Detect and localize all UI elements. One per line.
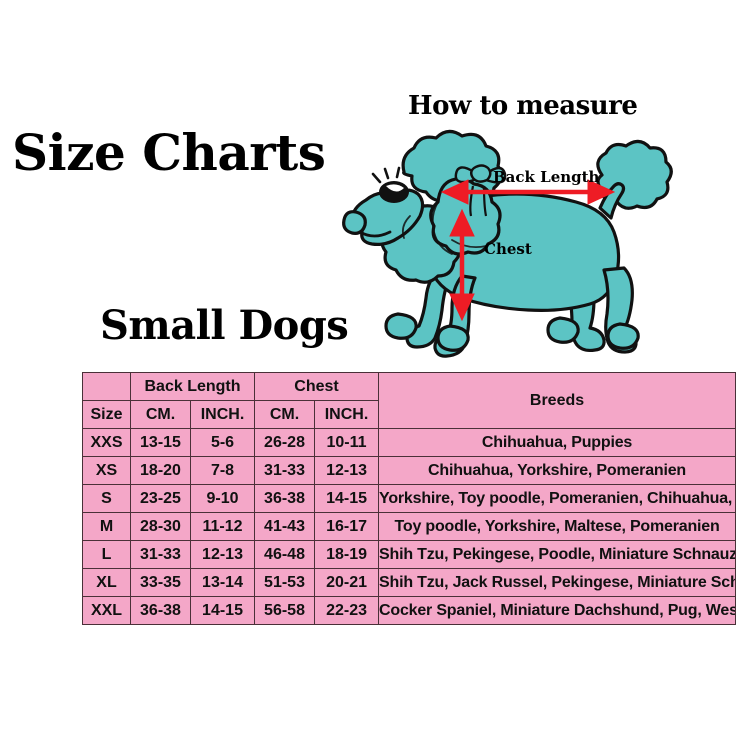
- cell-breeds: Chihuahua, Puppies: [378, 428, 736, 457]
- cell-size: XXL: [82, 596, 131, 625]
- table-row: XXS 13-15 5-6 26-28 10-11 Chihuahua, Puppies: [82, 428, 736, 457]
- cell-chest-inch: 20-21: [314, 568, 380, 597]
- cell-back-inch: 9-10: [189, 484, 256, 513]
- mouth-shape: [358, 230, 392, 238]
- size-chart-table-body: XXS 13-15 5-6 26-28 10-11 Chihuahua, Puppies X…: [82, 428, 736, 625]
- cell-back-inch: 5-6: [189, 428, 256, 457]
- header-chest: Chest: [254, 372, 380, 401]
- table-row: XL 33-35 13-14 51-53 20-21 Shih Tzu, Jack Rus…: [82, 568, 736, 597]
- cell-back-inch: 11-12: [189, 512, 256, 541]
- how-to-measure-title: How to measure: [408, 91, 638, 121]
- back-length-arrow-label: Back Length: [493, 168, 600, 186]
- table-unit-header-row: Size CM. INCH. CM. INCH.: [82, 400, 736, 429]
- cell-size: XS: [82, 456, 131, 485]
- header-back-length-cm: CM.: [130, 400, 191, 429]
- cell-chest-cm: 51-53: [254, 568, 316, 597]
- page-title: Size Charts: [12, 123, 326, 182]
- cell-size: XL: [82, 568, 131, 597]
- cell-chest-cm: 41-43: [254, 512, 316, 541]
- cell-back-cm: 33-35: [130, 568, 191, 597]
- chest-arrow-label: Chest: [484, 240, 532, 258]
- back-length-arrow: [440, 179, 616, 205]
- section-title-small-dogs: Small Dogs: [100, 302, 349, 349]
- paw-cuff-4-shape: [606, 322, 640, 350]
- cell-back-cm: 28-30: [130, 512, 191, 541]
- cell-size: L: [82, 540, 131, 569]
- cell-chest-inch: 16-17: [314, 512, 380, 541]
- cell-back-cm: 13-15: [130, 428, 191, 457]
- cell-back-cm: 36-38: [130, 596, 191, 625]
- table-row: S 23-25 9-10 36-38 14-15 Yorkshire, Toy poodl…: [82, 484, 736, 513]
- table-row: XXL 36-38 14-15 56-58 22-23 Cocker Spaniel, M…: [82, 596, 736, 625]
- cell-back-inch: 13-14: [189, 568, 256, 597]
- cell-breeds: Cocker Spaniel, Miniature Dachshund, Pug…: [378, 596, 736, 625]
- header-breeds: Breeds: [378, 372, 736, 429]
- cell-chest-inch: 10-11: [314, 428, 380, 457]
- eye-shape: [371, 166, 409, 203]
- cell-breeds: Shih Tzu, Jack Russel, Pekingese, Miniat…: [378, 568, 736, 597]
- cell-back-inch: 12-13: [189, 540, 256, 569]
- paw-cuff-3-shape: [546, 316, 580, 344]
- size-chart-table: Back Length Chest Breeds Size CM. INCH. …: [82, 372, 736, 625]
- header-chest-cm: CM.: [254, 400, 316, 429]
- cell-chest-cm: 26-28: [254, 428, 316, 457]
- cell-chest-inch: 14-15: [314, 484, 380, 513]
- chest-arrow: [449, 208, 475, 322]
- table-row: L 31-33 12-13 46-48 18-19 Shih Tzu, Pekingese…: [82, 540, 736, 569]
- cell-back-cm: 18-20: [130, 456, 191, 485]
- table-row: XS 18-20 7-8 31-33 12-13 Chihuahua, Yorkshire…: [82, 456, 736, 485]
- poodle-body-shape: [342, 129, 673, 358]
- cell-back-cm: 23-25: [130, 484, 191, 513]
- head-shape: [350, 188, 425, 246]
- cell-chest-inch: 22-23: [314, 596, 380, 625]
- cell-size: S: [82, 484, 131, 513]
- cell-back-inch: 14-15: [189, 596, 256, 625]
- cell-breeds: Shih Tzu, Pekingese, Poodle, Miniature S…: [378, 540, 736, 569]
- cell-breeds: Yorkshire, Toy poodle, Pomeranien, Chihu…: [378, 484, 736, 513]
- size-chart-table-container: Back Length Chest Breeds Size CM. INCH. …: [82, 372, 736, 625]
- cell-chest-cm: 36-38: [254, 484, 316, 513]
- cell-chest-inch: 12-13: [314, 456, 380, 485]
- table-row: M 28-30 11-12 41-43 16-17 Toy poodle, Yorkshi…: [82, 512, 736, 541]
- header-back-length-inch: INCH.: [189, 400, 256, 429]
- header-back-length: Back Length: [129, 372, 256, 401]
- cell-back-inch: 7-8: [189, 456, 256, 485]
- cell-breeds: Toy poodle, Yorkshire, Maltese, Pomerani…: [378, 512, 736, 541]
- cell-chest-cm: 46-48: [254, 540, 316, 569]
- header-blank-cell: [82, 372, 131, 401]
- front-leg-far-shape: [405, 268, 452, 349]
- bow-shape: [454, 164, 507, 217]
- nose-shape: [342, 210, 367, 235]
- cell-chest-cm: 31-33: [254, 456, 316, 485]
- fur-detail-lines: [401, 201, 487, 255]
- paw-cuff-2-shape: [436, 324, 470, 352]
- cell-size: XXS: [82, 428, 131, 457]
- poodle-illustration: [334, 120, 734, 370]
- table-group-header-row: Back Length Chest Breeds: [82, 372, 736, 429]
- header-size: Size: [82, 400, 131, 429]
- cell-chest-cm: 56-58: [254, 596, 316, 625]
- cell-back-cm: 31-33: [130, 540, 191, 569]
- cell-chest-inch: 18-19: [314, 540, 380, 569]
- header-chest-inch: INCH.: [314, 400, 380, 429]
- cell-size: M: [82, 512, 131, 541]
- paw-cuff-1-shape: [384, 312, 418, 340]
- cell-breeds: Chihuahua, Yorkshire, Pomeranien: [378, 456, 736, 485]
